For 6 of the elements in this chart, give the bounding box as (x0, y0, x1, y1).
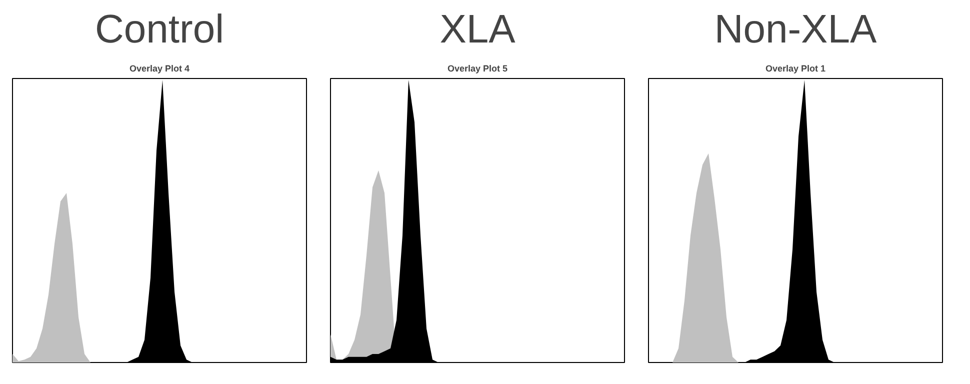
chart-subtitle: Overlay Plot 4 (129, 64, 190, 74)
chart-subtitle: Overlay Plot 1 (765, 64, 826, 74)
chart-title: XLA (440, 8, 516, 52)
chart-title: Control (95, 8, 224, 52)
chart-subtitle: Overlay Plot 5 (447, 64, 508, 74)
chart-title: Non-XLA (714, 8, 877, 52)
